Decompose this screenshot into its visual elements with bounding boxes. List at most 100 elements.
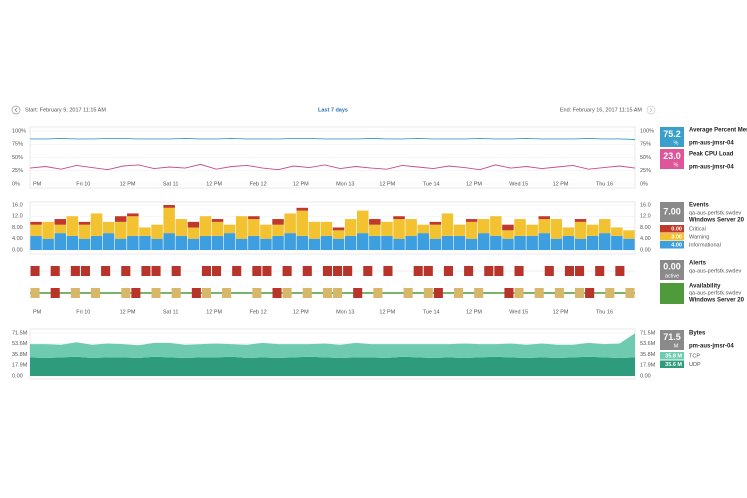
prev-icon	[14, 107, 18, 113]
bar-segment	[78, 238, 91, 250]
bar-segment	[344, 219, 357, 236]
reading: 23.0	[663, 151, 681, 161]
y-tick-label: 17.9M	[12, 363, 28, 369]
availability-block	[423, 288, 433, 298]
availability-block	[353, 288, 363, 298]
bar-segment	[308, 221, 321, 239]
bar-segment	[332, 227, 345, 231]
bar-segment	[429, 238, 442, 250]
bar-segment	[320, 221, 333, 236]
y-tick-label: 35.8M	[12, 352, 28, 358]
reading: 0.00	[671, 226, 682, 232]
bar-segment	[248, 219, 260, 236]
x-tick-label: 12 PM	[553, 309, 569, 315]
reading-unit: %	[674, 140, 679, 146]
y-tick-label-right: 8.00	[640, 225, 651, 231]
legend-text: qa-aus-perfstk.swdev	[689, 290, 742, 296]
bar-segment	[550, 219, 563, 239]
bar-segment	[115, 216, 127, 222]
bar-segment	[272, 224, 284, 236]
alert-block	[333, 266, 343, 276]
bar-segment	[284, 233, 296, 250]
alert-block	[70, 266, 80, 276]
x-tick-label: Thu 16	[596, 181, 613, 187]
y-tick-label-right: 0.00	[640, 373, 651, 379]
y-tick-label-right: 35.8M	[640, 352, 656, 358]
availability-block	[403, 288, 413, 298]
bar-segment	[139, 227, 151, 236]
alert-block	[363, 266, 373, 276]
alert-block	[151, 266, 161, 276]
availability-block	[272, 288, 282, 298]
availability-block	[171, 288, 181, 298]
legend-text: Peak CPU Load	[689, 152, 734, 158]
bar-segment	[223, 233, 236, 250]
bar-segment	[611, 227, 623, 236]
y-tick-label: 16.0	[12, 202, 23, 208]
availability-block	[282, 288, 292, 298]
bar-segment	[599, 233, 611, 250]
availability-block	[222, 288, 232, 298]
series-line	[29, 163, 636, 171]
prev-button[interactable]	[11, 105, 21, 115]
legend-text: Bytes	[689, 331, 706, 337]
availability-block	[373, 288, 383, 298]
bar-segment	[260, 238, 272, 250]
legend-text: qa-aus-perfstk.swdev	[689, 210, 742, 216]
bar-segment	[453, 224, 466, 236]
bar-segment	[562, 227, 575, 236]
reading-box	[660, 149, 684, 169]
x-tick-label: Wed 15	[509, 181, 528, 187]
y-tick-label-right: 0.00	[640, 247, 651, 253]
bar-segment	[465, 219, 478, 222]
x-tick-label: Fri 10	[76, 309, 90, 315]
alert-block	[514, 266, 524, 276]
y-tick-label: 100%	[12, 128, 26, 134]
x-tick-label: 12 PM	[553, 181, 569, 187]
bar-segment	[163, 207, 175, 234]
reading-box	[660, 241, 684, 249]
availability-block	[433, 288, 443, 298]
bar-segment	[623, 238, 635, 250]
y-tick-label: 4.00	[12, 236, 23, 242]
bar-segment	[199, 216, 212, 236]
bar-segment	[260, 224, 272, 239]
bar-segment	[115, 238, 127, 250]
availability-block	[333, 288, 343, 298]
bar-segment	[175, 219, 187, 236]
bar-segment	[199, 235, 212, 250]
reading: 35.6 M	[665, 362, 682, 368]
next-button[interactable]	[646, 105, 656, 115]
bar-segment	[357, 210, 369, 234]
bar-segment	[30, 221, 42, 225]
bar-segment	[54, 219, 66, 225]
bar-segment	[78, 224, 91, 239]
alert-block	[322, 266, 332, 276]
bar-segment	[42, 238, 54, 250]
y-tick-label-right: 12.0	[640, 214, 651, 220]
availability-block	[30, 288, 40, 298]
availability-block	[91, 288, 101, 298]
bar-segment	[453, 235, 466, 250]
availability-block	[504, 288, 514, 298]
x-tick-label: Wed 15	[509, 309, 528, 315]
bar-segment	[320, 235, 333, 250]
availability-block	[575, 288, 585, 298]
alert-block	[101, 266, 111, 276]
alert-block	[343, 266, 353, 276]
availability-block	[625, 288, 635, 298]
y-tick-label: 75%	[12, 142, 23, 148]
legend-text: Availability	[689, 284, 721, 290]
x-tick-label: Mon 13	[336, 181, 354, 187]
range[interactable]: Last 7 days	[318, 107, 348, 113]
reading-unit: M	[674, 343, 679, 349]
alert-block	[544, 266, 554, 276]
bar-segment	[332, 230, 345, 239]
bar-segment	[90, 213, 103, 236]
alert-block	[252, 266, 262, 276]
availability-block	[151, 288, 161, 298]
bar-segment	[30, 235, 42, 250]
bar-segment	[369, 235, 381, 250]
y-tick-label-right: 17.9M	[640, 363, 656, 369]
